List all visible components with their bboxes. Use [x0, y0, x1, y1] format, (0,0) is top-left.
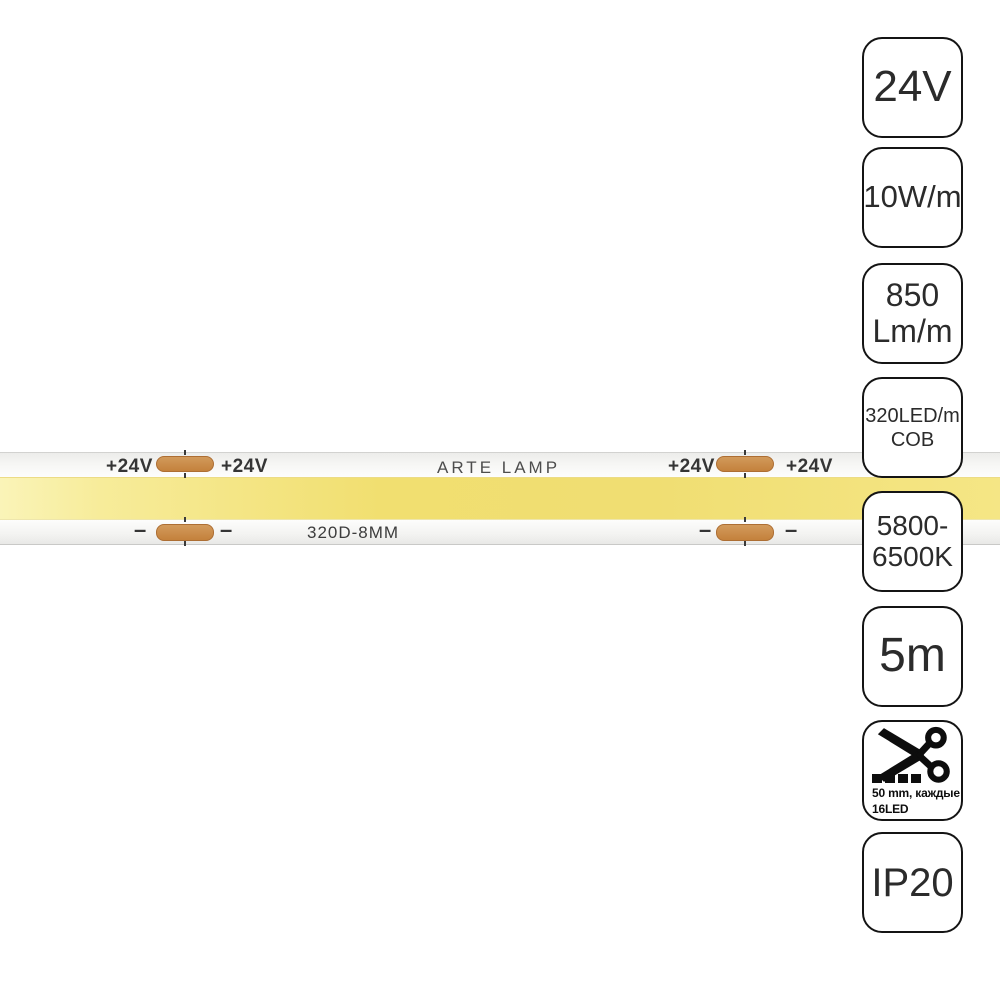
plus-voltage-label: +24V — [221, 456, 268, 477]
brand-label: ARTE LAMP — [437, 458, 561, 477]
plus-voltage-label: +24V — [106, 456, 153, 477]
ip-rating-value: IP20 — [871, 860, 954, 905]
cut-mark — [184, 473, 186, 478]
cob-light-band — [0, 477, 1000, 520]
minus-label: – — [785, 517, 798, 542]
minus-label: – — [134, 517, 147, 542]
badge-color-temperature: 5800- 6500K — [862, 491, 963, 592]
solder-pad — [156, 456, 214, 472]
led-type: COB — [890, 428, 935, 451]
solder-pad — [716, 456, 774, 472]
solder-pad — [156, 524, 214, 541]
cut-mark — [184, 517, 186, 522]
plus-voltage-label: +24V — [668, 456, 715, 477]
cut-mark — [184, 541, 186, 546]
strip-bottom-edge — [0, 520, 1000, 545]
cct-line1: 5800- — [876, 509, 949, 541]
cut-step-label: 50 mm, каждые 16LED — [872, 786, 960, 817]
power-value: 10W/m — [863, 179, 962, 215]
cut-mark — [744, 450, 746, 455]
cut-mark — [744, 473, 746, 478]
minus-label: – — [699, 517, 712, 542]
badge-led-density: 320LED/m COB — [862, 377, 963, 478]
voltage-value: 24V — [873, 62, 952, 112]
cut-mark — [184, 450, 186, 455]
led-strip: +24V +24V ARTE LAMP +24V +24V – – 320D-8… — [0, 450, 1000, 546]
cut-mark — [744, 517, 746, 522]
flux-value: 850 — [885, 277, 940, 314]
plus-voltage-label: +24V — [786, 456, 833, 477]
badge-cut-step: 50 mm, каждые 16LED — [862, 720, 963, 821]
badge-ip-rating: IP20 — [862, 832, 963, 933]
flux-unit: Lm/m — [872, 312, 953, 349]
cut-step-line2: 16LED — [872, 801, 909, 816]
solder-pad — [716, 524, 774, 541]
badge-power: 10W/m — [862, 147, 963, 248]
cut-dashed-line — [872, 774, 921, 783]
badge-luminous-flux: 850 Lm/m — [862, 263, 963, 364]
badge-voltage: 24V — [862, 37, 963, 138]
led-density-value: 320LED/m — [865, 404, 960, 427]
badge-length: 5m — [862, 606, 963, 707]
length-value: 5m — [879, 629, 946, 683]
model-label: 320D-8MM — [307, 523, 400, 542]
cct-line2: 6500K — [872, 540, 953, 572]
minus-label: – — [220, 517, 233, 542]
cut-mark — [744, 541, 746, 546]
cut-step-line1: 50 mm, каждые — [872, 786, 960, 800]
